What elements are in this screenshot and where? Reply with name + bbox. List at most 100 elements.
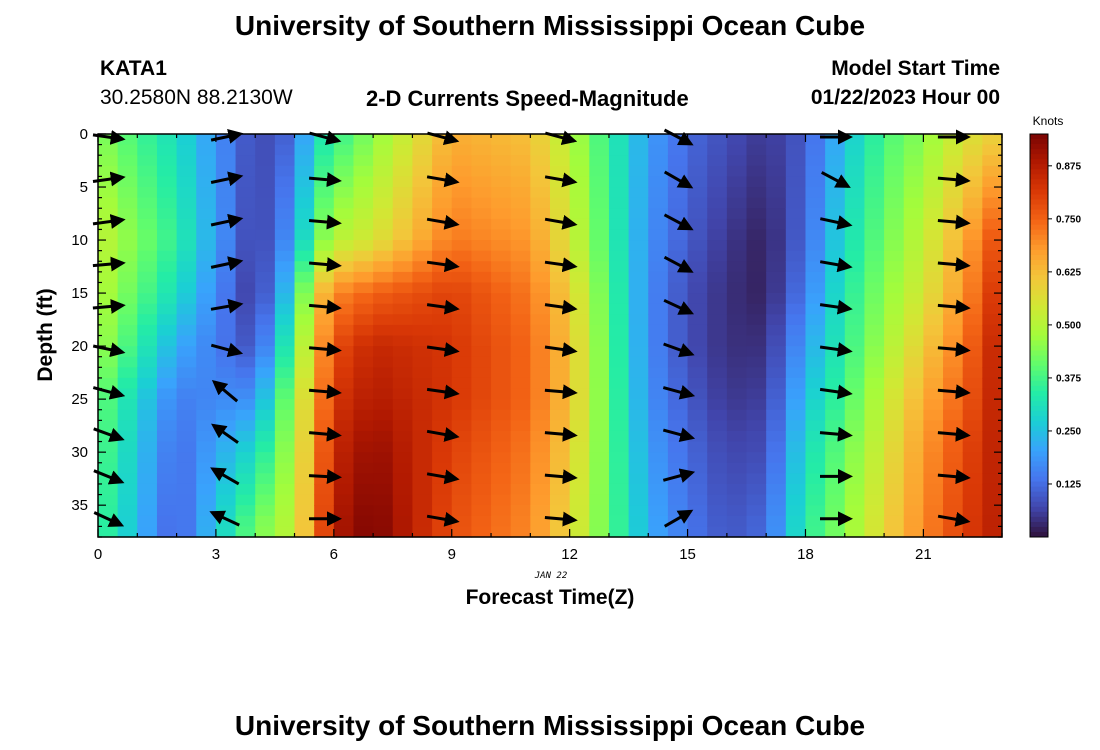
heat-cell [707,229,728,241]
heat-cell [471,271,492,284]
heat-cell [510,430,531,443]
heat-cell [491,218,512,231]
heat-cell [746,293,767,305]
heat-cell [707,346,728,358]
heat-cell [156,526,178,538]
heat-cell [392,505,414,517]
heat-cell [746,346,767,358]
heat-cell [785,473,807,485]
heat-cell [687,526,708,538]
heat-cell [746,218,767,231]
heat-cell [608,144,630,156]
heat-cell [314,250,335,262]
heat-cell [117,165,138,178]
heat-cell [432,452,453,464]
heat-cell [530,240,551,252]
heat-cell [884,293,905,305]
heat-cell [746,505,767,517]
heat-cell [943,303,964,315]
heat-cell [353,155,374,167]
heat-cell [864,261,885,273]
current-arrow [426,469,460,485]
colorbar-cell [1030,350,1048,357]
heat-cell [392,218,414,231]
heat-cell [667,208,689,220]
heat-cell [176,420,197,432]
heat-cell [255,409,276,421]
heat-cell [982,176,1003,188]
heat-cell [471,208,492,220]
y-tick-label: 15 [71,285,88,302]
heat-cell [589,346,610,358]
heat-cell [333,505,355,517]
heat-cell [294,155,315,167]
heat-cell [255,144,276,156]
heat-cell [373,441,394,453]
heat-cell [746,271,767,284]
heat-cell [412,473,433,485]
heat-cell [137,473,158,485]
heat-cell [353,240,374,252]
heat-cell [844,515,866,527]
heat-cell [98,144,119,156]
heat-cell [196,388,217,400]
heat-cell [294,335,315,347]
heat-cell [451,494,472,506]
heat-cell [353,335,374,347]
heat-cell [137,483,158,496]
heat-cell [982,197,1003,209]
heat-cell [156,261,178,273]
heat-cell [274,377,296,390]
current-arrow [210,213,244,229]
heat-cell [864,250,885,262]
heat-cell [274,240,296,252]
heat-cell [943,356,964,368]
heat-cell [903,229,924,241]
heat-cell [392,134,414,146]
heat-cell [667,165,689,178]
heat-cell [864,176,885,188]
heat-cell [864,197,885,209]
heat-cell [982,505,1003,517]
heat-cell [412,420,433,432]
heat-cell [923,240,944,252]
heat-cell [943,335,964,347]
heat-cell [117,377,138,390]
x-tick-label: 21 [915,546,932,563]
heat-cell [294,187,315,199]
heat-cell [137,515,158,527]
heat-cell [392,377,414,390]
heat-cell [589,430,610,443]
heat-cell [903,303,924,315]
heat-cell [628,250,649,262]
heat-cell [432,377,453,390]
x-tick-label: 15 [679,546,696,563]
heat-cell [550,134,571,146]
heat-cell [628,282,649,294]
heat-cell [235,271,256,284]
heat-cell [726,399,748,411]
heat-cell [137,494,158,506]
heat-cell [884,261,905,273]
heat-cell [333,165,355,178]
heat-cell [943,409,964,421]
heat-cell [373,388,394,400]
heat-cell [785,218,807,231]
heat-cell [844,229,866,241]
heat-cell [373,144,394,156]
heat-cell [766,399,787,411]
heat-cell [196,367,217,379]
heat-cell [746,377,767,390]
heat-cell [491,165,512,178]
heat-cell [766,452,787,464]
heat-cell [333,324,355,337]
heat-cell [648,134,669,146]
heat-cell [746,324,767,337]
colorbar-cell [1030,496,1048,503]
heat-cell [569,165,590,178]
heat-cell [274,250,296,262]
heat-cell [687,187,708,199]
heat-cell [471,356,492,368]
heat-cell [864,377,885,390]
heat-cell [392,144,414,156]
